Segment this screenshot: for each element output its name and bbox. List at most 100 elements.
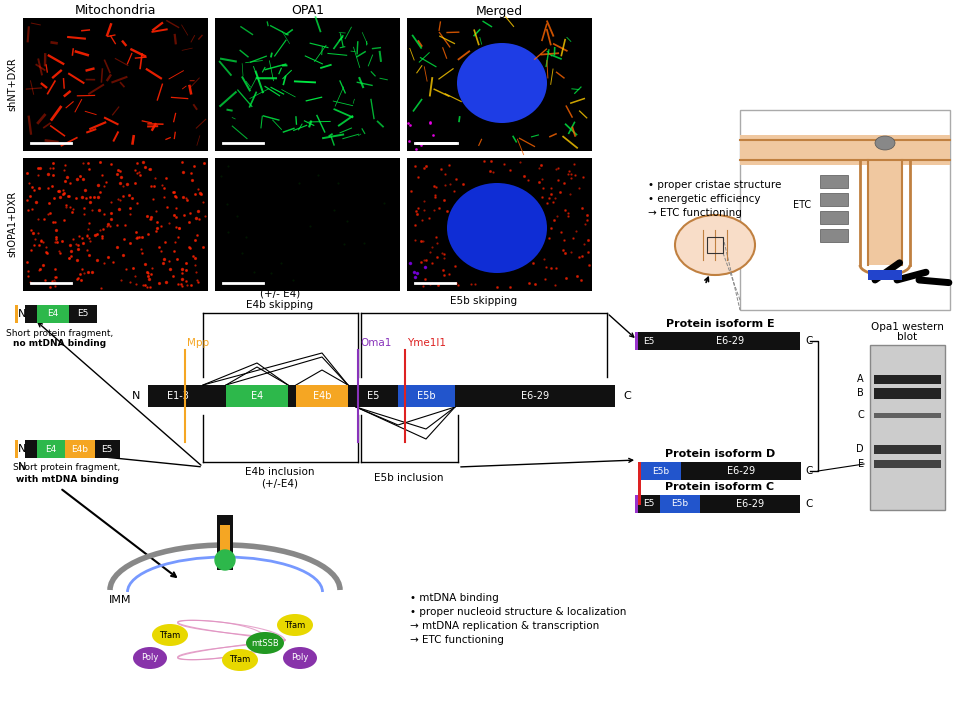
Text: D: D bbox=[857, 444, 864, 454]
Text: shNT+DXR: shNT+DXR bbox=[7, 57, 17, 111]
Text: • proper cristae structure: • proper cristae structure bbox=[648, 180, 781, 190]
Bar bbox=[820, 229, 848, 242]
Text: blot: blot bbox=[897, 332, 917, 342]
Ellipse shape bbox=[447, 183, 547, 273]
Bar bbox=[660, 495, 700, 513]
Bar bbox=[23, 18, 208, 151]
Text: Oma1: Oma1 bbox=[360, 338, 391, 348]
Bar bbox=[69, 305, 97, 323]
Bar bbox=[37, 440, 65, 458]
Bar bbox=[638, 495, 660, 513]
Bar bbox=[148, 385, 615, 407]
Text: no mtDNA binding: no mtDNA binding bbox=[13, 339, 106, 349]
Text: E4: E4 bbox=[250, 391, 263, 401]
Text: Short protein fragment,: Short protein fragment, bbox=[13, 464, 120, 472]
Bar bbox=[638, 332, 660, 350]
Bar bbox=[95, 440, 120, 458]
Bar bbox=[407, 18, 592, 151]
Text: Tfam: Tfam bbox=[160, 630, 181, 640]
Text: Yme1l1: Yme1l1 bbox=[407, 338, 446, 348]
Text: mtSSB: mtSSB bbox=[251, 638, 279, 648]
Text: ETC: ETC bbox=[793, 200, 811, 210]
Text: IMM: IMM bbox=[109, 595, 131, 605]
Text: E5: E5 bbox=[643, 336, 655, 346]
Bar bbox=[740, 135, 950, 165]
Ellipse shape bbox=[277, 614, 313, 636]
Bar bbox=[635, 495, 638, 513]
Circle shape bbox=[215, 550, 235, 570]
Text: Short protein fragment,: Short protein fragment, bbox=[7, 329, 114, 337]
Bar bbox=[407, 158, 592, 291]
Text: C: C bbox=[805, 466, 813, 476]
Bar bbox=[681, 462, 801, 480]
Text: C: C bbox=[858, 410, 864, 420]
Bar bbox=[15, 305, 18, 323]
Text: E5b: E5b bbox=[417, 391, 435, 401]
Text: E5: E5 bbox=[77, 310, 89, 318]
Ellipse shape bbox=[283, 647, 317, 669]
Bar bbox=[820, 211, 848, 224]
Text: E4: E4 bbox=[48, 310, 58, 318]
Bar bbox=[874, 445, 941, 454]
Bar bbox=[707, 237, 723, 253]
Text: Mpp: Mpp bbox=[187, 338, 209, 348]
Bar bbox=[820, 175, 848, 188]
Text: shOPA1+DXR: shOPA1+DXR bbox=[7, 191, 17, 257]
Bar bbox=[296, 385, 348, 407]
Text: N: N bbox=[18, 309, 27, 319]
Text: E4b: E4b bbox=[72, 445, 89, 453]
Text: N: N bbox=[18, 462, 27, 472]
Text: E5: E5 bbox=[367, 391, 380, 401]
Bar bbox=[635, 332, 638, 350]
Bar bbox=[874, 413, 941, 418]
Bar bbox=[398, 385, 455, 407]
Text: E5: E5 bbox=[101, 445, 113, 453]
Text: • mtDNA binding: • mtDNA binding bbox=[410, 593, 499, 603]
Text: Poly: Poly bbox=[141, 653, 159, 663]
Bar bbox=[15, 440, 18, 458]
Text: OPA1: OPA1 bbox=[291, 4, 324, 17]
Bar bbox=[37, 305, 69, 323]
Bar bbox=[641, 462, 681, 480]
Text: N: N bbox=[132, 391, 141, 401]
Text: Tfam: Tfam bbox=[284, 620, 306, 630]
Ellipse shape bbox=[152, 624, 188, 646]
Text: Protein isoform C: Protein isoform C bbox=[665, 482, 774, 492]
Text: with mtDNA binding: with mtDNA binding bbox=[15, 474, 119, 484]
Text: E4b inclusion: E4b inclusion bbox=[246, 467, 315, 477]
Bar bbox=[820, 193, 848, 206]
Text: B: B bbox=[858, 388, 864, 398]
Bar bbox=[740, 110, 950, 310]
Text: E4b skipping: E4b skipping bbox=[247, 300, 314, 310]
Text: • proper nucleoid structure & localization: • proper nucleoid structure & localizati… bbox=[410, 607, 626, 617]
Bar bbox=[226, 385, 288, 407]
Ellipse shape bbox=[222, 649, 258, 671]
Text: E5b skipping: E5b skipping bbox=[450, 296, 517, 306]
Text: E5b inclusion: E5b inclusion bbox=[374, 473, 444, 483]
Text: E6-29: E6-29 bbox=[716, 336, 744, 346]
Text: E6-29: E6-29 bbox=[727, 466, 755, 476]
Bar bbox=[660, 332, 800, 350]
Text: (+/-E4): (+/-E4) bbox=[262, 479, 298, 489]
Text: Tfam: Tfam bbox=[229, 656, 250, 664]
Text: Merged: Merged bbox=[476, 4, 523, 17]
Ellipse shape bbox=[246, 632, 284, 654]
Text: E6-29: E6-29 bbox=[521, 391, 549, 401]
Bar bbox=[870, 345, 945, 510]
Bar bbox=[217, 515, 233, 570]
Text: E: E bbox=[858, 459, 864, 469]
Text: C: C bbox=[623, 391, 631, 401]
Bar bbox=[220, 525, 230, 555]
Bar bbox=[868, 160, 902, 265]
Bar bbox=[65, 440, 95, 458]
Text: → mtDNA replication & transcription: → mtDNA replication & transcription bbox=[410, 621, 599, 631]
Bar bbox=[868, 270, 902, 280]
Text: E4b: E4b bbox=[313, 391, 331, 401]
Bar bbox=[700, 495, 800, 513]
Text: (+/- E4): (+/- E4) bbox=[260, 288, 300, 298]
Text: • energetic efficiency: • energetic efficiency bbox=[648, 194, 761, 204]
Text: A: A bbox=[858, 374, 864, 384]
Text: Poly: Poly bbox=[292, 653, 309, 663]
Bar bbox=[215, 18, 400, 151]
Text: Mitochondria: Mitochondria bbox=[75, 4, 156, 17]
